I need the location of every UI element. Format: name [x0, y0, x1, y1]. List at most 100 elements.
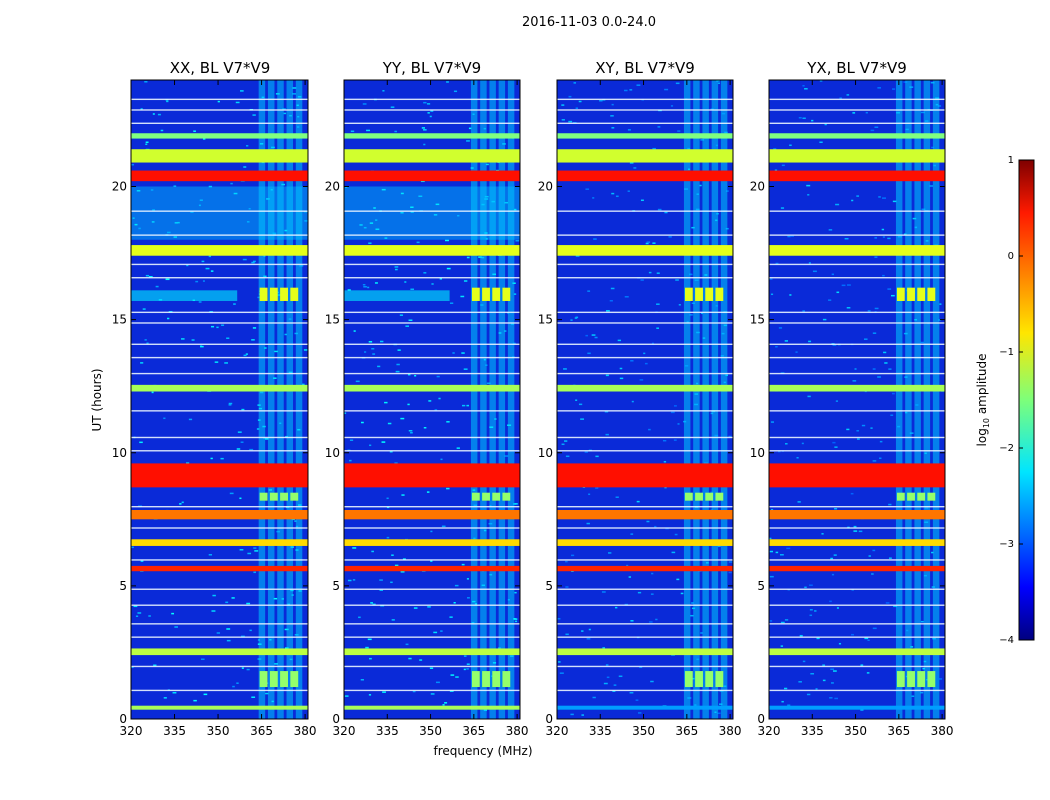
noise-speck — [717, 545, 721, 548]
flag-stripe — [131, 636, 308, 638]
noise-speck — [302, 383, 305, 386]
y-tick-label: 5 — [119, 579, 127, 593]
time-band — [557, 705, 733, 710]
noise-speck — [558, 661, 561, 663]
noise-speck — [394, 462, 398, 464]
noise-speck — [371, 550, 374, 553]
noise-speck — [787, 704, 791, 706]
flag-stripe — [557, 277, 733, 279]
flag-stripe — [769, 109, 945, 111]
colorbar-tick-label: −2 — [999, 443, 1014, 454]
noise-speck — [640, 199, 644, 202]
noise-speck — [630, 360, 634, 362]
noise-speck — [460, 295, 465, 298]
noise-speck — [619, 367, 623, 370]
noise-speck — [650, 680, 654, 683]
noise-speck — [394, 268, 398, 271]
noise-speck — [786, 547, 791, 550]
noise-speck — [890, 414, 894, 416]
noise-speck — [157, 113, 161, 116]
noise-speck — [400, 417, 405, 420]
noise-speck — [220, 457, 224, 460]
noise-speck — [846, 428, 850, 431]
x-tick-label: 365 — [462, 724, 485, 738]
flag-stripe — [557, 527, 733, 529]
noise-speck — [879, 440, 883, 443]
rfi-burst — [705, 287, 714, 301]
time-band — [769, 149, 945, 163]
noise-speck — [391, 619, 395, 621]
noise-speck — [852, 380, 857, 382]
noise-speck — [442, 704, 445, 706]
noise-speck — [347, 289, 351, 291]
noise-speck — [345, 186, 348, 188]
rfi-burst — [269, 671, 278, 688]
rfi-burst — [269, 492, 278, 501]
time-band — [769, 705, 945, 710]
noise-speck — [828, 299, 832, 301]
flag-stripe — [344, 343, 520, 345]
flag-stripe — [769, 322, 945, 324]
time-band — [344, 133, 520, 139]
noise-speck — [390, 106, 395, 108]
noise-speck — [282, 108, 286, 110]
rfi-column — [295, 80, 303, 719]
noise-speck — [565, 455, 570, 458]
noise-speck — [441, 525, 446, 528]
noise-speck — [360, 679, 364, 681]
noise-speck — [148, 276, 153, 278]
noise-speck — [453, 602, 456, 604]
noise-speck — [362, 283, 366, 286]
noise-speck — [812, 270, 817, 273]
noise-speck — [777, 450, 781, 453]
noise-speck — [920, 111, 925, 114]
noise-speck — [831, 273, 834, 276]
noise-speck — [231, 597, 235, 599]
noise-speck — [870, 129, 875, 132]
heatmap-yx — [769, 80, 945, 719]
noise-speck — [228, 402, 233, 405]
noise-speck — [835, 203, 840, 206]
flag-stripe — [131, 527, 308, 529]
noise-speck — [806, 184, 811, 187]
noise-speck — [430, 693, 435, 695]
noise-speck — [358, 616, 361, 619]
noise-speck — [427, 112, 430, 114]
x-tick-label: 350 — [844, 724, 867, 738]
noise-speck — [349, 439, 354, 441]
noise-speck — [181, 338, 185, 340]
noise-speck — [456, 447, 460, 449]
noise-speck — [243, 166, 247, 168]
noise-speck — [822, 679, 826, 682]
noise-speck — [640, 279, 644, 281]
noise-speck — [367, 638, 372, 641]
noise-speck — [283, 112, 287, 115]
noise-speck — [452, 352, 455, 354]
noise-speck — [418, 195, 423, 198]
noise-speck — [700, 139, 705, 141]
noise-speck — [226, 337, 230, 339]
panel-xy: XY, BL V7*V9 320 335 350 365 380 0 5 10 15 20 — [538, 59, 742, 738]
noise-speck — [586, 522, 590, 525]
noise-speck — [585, 188, 590, 190]
noise-speck — [874, 307, 879, 310]
noise-speck — [216, 632, 221, 634]
noise-speck — [190, 211, 194, 213]
noise-speck — [235, 101, 240, 104]
flag-stripe — [557, 98, 733, 101]
noise-speck — [601, 591, 606, 593]
noise-speck — [174, 626, 178, 628]
noise-speck — [787, 235, 791, 238]
noise-speck — [466, 668, 469, 670]
noise-speck — [770, 421, 774, 423]
noise-speck — [423, 101, 427, 104]
noise-speck — [801, 442, 804, 445]
noise-speck — [208, 255, 211, 258]
x-tick-label: 365 — [675, 724, 698, 738]
noise-speck — [832, 670, 837, 672]
noise-speck — [835, 400, 839, 402]
noise-speck — [699, 184, 702, 187]
noise-speck — [860, 664, 864, 666]
colorbar-tick-label: −4 — [999, 635, 1014, 646]
